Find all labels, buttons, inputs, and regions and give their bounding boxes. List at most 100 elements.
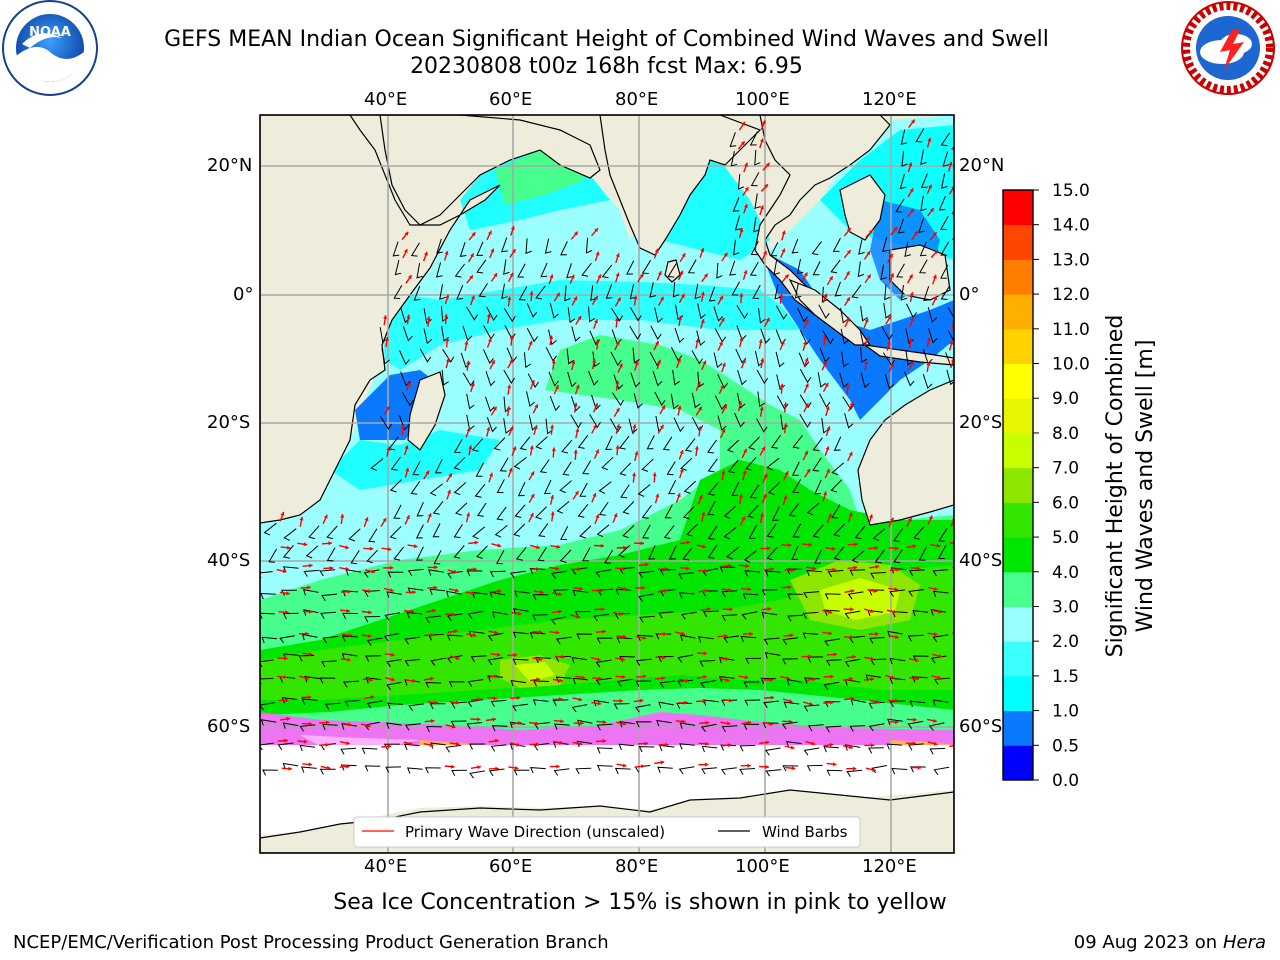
footer-date: 09 Aug 2023 on Hera [1074,932,1266,953]
wind-barb [343,680,359,688]
wind-barb [261,636,278,644]
wind-barb [654,391,666,407]
footer-host: Hera [1222,932,1266,953]
wind-barb [674,327,685,344]
wave-direction-arrowhead [848,512,853,517]
wave-direction-arrowhead [911,119,915,124]
wind-barb [869,637,886,644]
wave-direction-arrowhead [469,275,473,280]
wave-direction-arrowhead [695,338,700,343]
wave-direction-arrowhead [619,363,623,368]
wind-barb [416,501,424,517]
wind-barb [469,770,485,779]
wind-barb [514,504,526,518]
wind-barb [667,263,677,278]
wind-barb [575,767,592,775]
wind-barb [904,371,915,387]
wind-barb [765,769,782,777]
wind-barb [341,635,358,642]
wind-barb [348,528,361,542]
wave-direction-arrowhead [303,542,308,547]
wind-barb [476,545,488,559]
wind-barb [605,284,613,299]
wave-direction-arrowhead [850,696,855,701]
wind-barb [453,456,466,471]
wind-barb [834,281,842,297]
lat-label-right-20n: 20°N [959,155,1005,176]
wave-direction-arrowhead [894,587,899,592]
wave-direction-arrowhead [445,337,450,341]
wave-direction-arrowhead [286,545,291,550]
wind-barb [904,241,911,258]
wave-direction-arrowhead [823,293,828,298]
wind-barb [553,768,570,776]
wind-barb [907,634,924,642]
wave-direction-arrowhead [639,698,644,703]
wave-direction-arrowhead [784,274,789,279]
wind-barb [739,768,756,775]
wind-barb [596,723,613,731]
wave-direction-arrowhead [594,228,598,233]
wind-barb [817,372,826,388]
wave-direction-arrowhead [763,493,767,498]
wave-direction-arrowhead [594,403,598,408]
wave-direction-arrowhead [909,274,913,279]
wave-direction-arrowhead [783,402,788,407]
wind-barb [450,720,467,727]
wind-barb [576,633,593,640]
wind-barb [466,570,483,577]
wind-barb [889,700,906,708]
colorbar-segment [1003,294,1033,330]
wind-barb [425,681,442,689]
colorbar-segment [1003,675,1033,712]
wind-barb [792,479,802,494]
wave-direction-arrowhead [367,634,372,638]
wave-direction-arrowhead [784,471,789,476]
colorbar-segment [1003,502,1033,538]
wind-barb [716,262,723,279]
wind-barb [304,675,320,683]
wind-barb [840,307,849,324]
wave-direction-arrowhead [932,232,937,237]
wind-barb [932,634,949,643]
wind-barb [741,611,758,620]
wave-direction-arrowhead [954,142,958,146]
wind-barb [425,615,441,624]
wave-direction-arrowhead [655,493,660,498]
wind-barb [635,680,652,687]
wind-barb [365,677,382,684]
wave-direction-arrowhead [579,586,583,591]
sea-ice-note: Sea Ice Concentration > 15% is shown in … [333,890,947,915]
wave-direction-arrowhead [284,656,288,661]
wave-direction-arrowhead [534,404,539,409]
wave-direction-arrowhead [739,228,744,233]
wind-barb [731,481,740,497]
noaa-logo-text: NOAA [29,25,71,40]
wind-barb [429,703,446,710]
wind-barb [429,483,443,497]
wave-direction-arrowhead [663,632,667,637]
wave-direction-arrowhead [536,567,540,572]
wind-barb [934,677,950,685]
wind-barb [282,566,299,573]
wave-direction-arrowhead [445,358,450,363]
wind-barb [872,528,886,542]
colorbar-tick-label: 11.0 [1052,320,1090,340]
wind-barb [702,610,719,618]
wind-barb [326,525,338,540]
wave-direction-arrowhead [305,631,309,636]
wind-barb [940,132,951,147]
wind-barb [707,439,718,454]
lat-label-right-20s: 20°S [959,412,1003,433]
wave-direction-arrowhead [875,564,880,569]
wave-direction-arrowhead [681,631,685,636]
wind-barb [415,546,424,561]
wave-direction-arrowhead [927,137,932,142]
wind-barb [501,283,508,300]
wind-barb [555,636,572,645]
wind-barb [441,369,449,386]
wind-barb [786,568,803,575]
wave-direction-arrowhead [889,253,893,258]
wind-barb [650,325,662,340]
wave-direction-arrowhead [849,745,853,750]
